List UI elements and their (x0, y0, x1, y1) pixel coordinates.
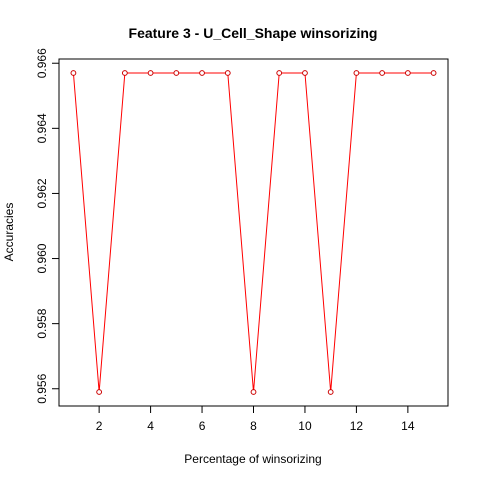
data-point (276, 70, 283, 76)
y-tick-label: 0.964 (35, 113, 49, 143)
data-point (379, 70, 386, 76)
series-layer (70, 70, 437, 395)
data-point (302, 70, 308, 76)
data-point (250, 389, 257, 395)
data-point (173, 70, 180, 76)
data-point (199, 70, 205, 76)
x-tick-label: 4 (147, 419, 154, 433)
x-tick-label: 14 (401, 419, 415, 433)
x-tick-label: 10 (298, 419, 312, 433)
x-tick-label: 12 (350, 419, 364, 433)
x-tick-label: 6 (199, 419, 206, 433)
data-point (70, 70, 77, 76)
data-point (96, 389, 103, 395)
x-tick-label: 2 (96, 419, 103, 433)
data-point (430, 70, 437, 76)
data-point (224, 70, 231, 76)
chart-title: Feature 3 - U_Cell_Shape winsorizing (129, 25, 378, 41)
x-axis-label: Percentage of winsorizing (184, 452, 321, 466)
y-tick-label: 0.958 (35, 308, 49, 338)
series-line (72, 72, 434, 393)
y-tick-label: 0.960 (35, 243, 49, 273)
data-point (404, 70, 411, 76)
y-axis: 0.956 0.958 0.960 0.962 0.964 0.966 (35, 48, 60, 404)
data-point (147, 70, 154, 76)
y-axis-label: Accuracies (2, 203, 16, 262)
data-point (353, 70, 360, 76)
data-point (121, 70, 128, 76)
y-tick-label: 0.956 (35, 373, 49, 403)
y-tick-label: 0.966 (35, 48, 49, 78)
x-axis: 2 4 6 8 10 12 14 (96, 405, 415, 433)
x-tick-label: 8 (250, 419, 257, 433)
y-tick-label: 0.962 (35, 178, 49, 208)
plot-frame (58, 58, 449, 407)
data-point (327, 389, 334, 395)
